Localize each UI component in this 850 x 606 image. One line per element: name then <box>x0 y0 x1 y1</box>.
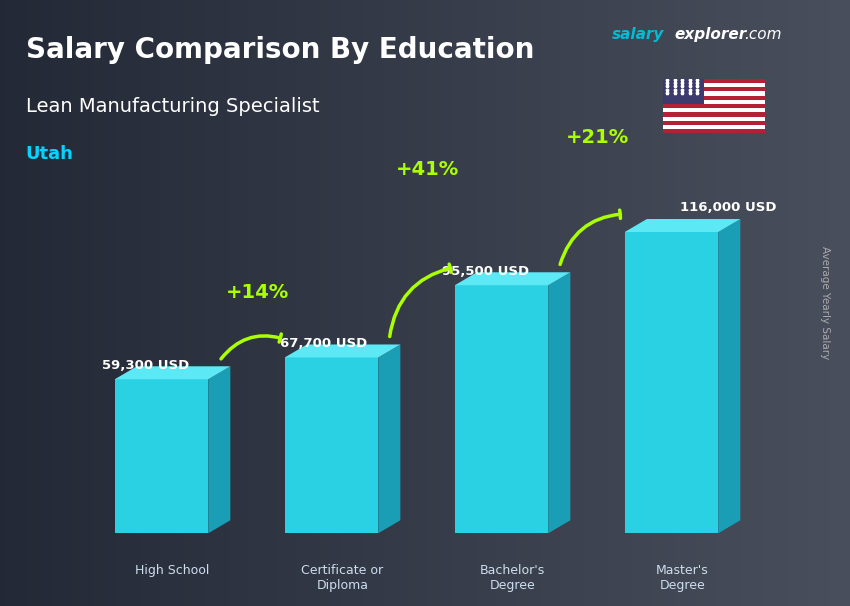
Bar <box>455 285 548 533</box>
Bar <box>663 83 765 87</box>
Bar <box>663 125 765 129</box>
Bar <box>663 116 765 121</box>
Text: Salary Comparison By Education: Salary Comparison By Education <box>26 36 534 64</box>
Bar <box>663 129 765 133</box>
Text: Utah: Utah <box>26 145 73 164</box>
Polygon shape <box>625 219 740 232</box>
Bar <box>663 112 765 116</box>
Bar <box>663 92 765 96</box>
Text: +14%: +14% <box>226 282 289 302</box>
Text: High School: High School <box>135 564 210 578</box>
Text: Lean Manufacturing Specialist: Lean Manufacturing Specialist <box>26 97 319 116</box>
Text: +41%: +41% <box>396 160 459 179</box>
Bar <box>663 104 765 108</box>
Bar <box>663 87 765 92</box>
Bar <box>285 358 378 533</box>
Bar <box>663 100 765 104</box>
Polygon shape <box>548 272 570 533</box>
Text: explorer: explorer <box>674 27 746 42</box>
Bar <box>625 232 718 533</box>
Text: Certificate or
Diploma: Certificate or Diploma <box>302 564 383 593</box>
Polygon shape <box>115 366 230 379</box>
Bar <box>663 79 704 104</box>
Text: salary: salary <box>612 27 665 42</box>
Polygon shape <box>285 344 400 358</box>
Bar <box>663 79 765 83</box>
Text: Bachelor's
Degree: Bachelor's Degree <box>480 564 545 593</box>
Bar <box>663 96 765 100</box>
Text: Master's
Degree: Master's Degree <box>656 564 709 593</box>
Bar <box>115 379 208 533</box>
Text: .com: .com <box>744 27 781 42</box>
Bar <box>663 121 765 125</box>
Text: 59,300 USD: 59,300 USD <box>102 359 190 372</box>
Polygon shape <box>378 344 400 533</box>
Text: 95,500 USD: 95,500 USD <box>442 265 529 278</box>
Text: +21%: +21% <box>566 128 629 147</box>
Polygon shape <box>208 366 230 533</box>
Polygon shape <box>455 272 570 285</box>
Text: 116,000 USD: 116,000 USD <box>680 201 777 215</box>
Text: 67,700 USD: 67,700 USD <box>280 337 368 350</box>
Bar <box>663 108 765 112</box>
Text: Average Yearly Salary: Average Yearly Salary <box>819 247 830 359</box>
Polygon shape <box>718 219 740 533</box>
